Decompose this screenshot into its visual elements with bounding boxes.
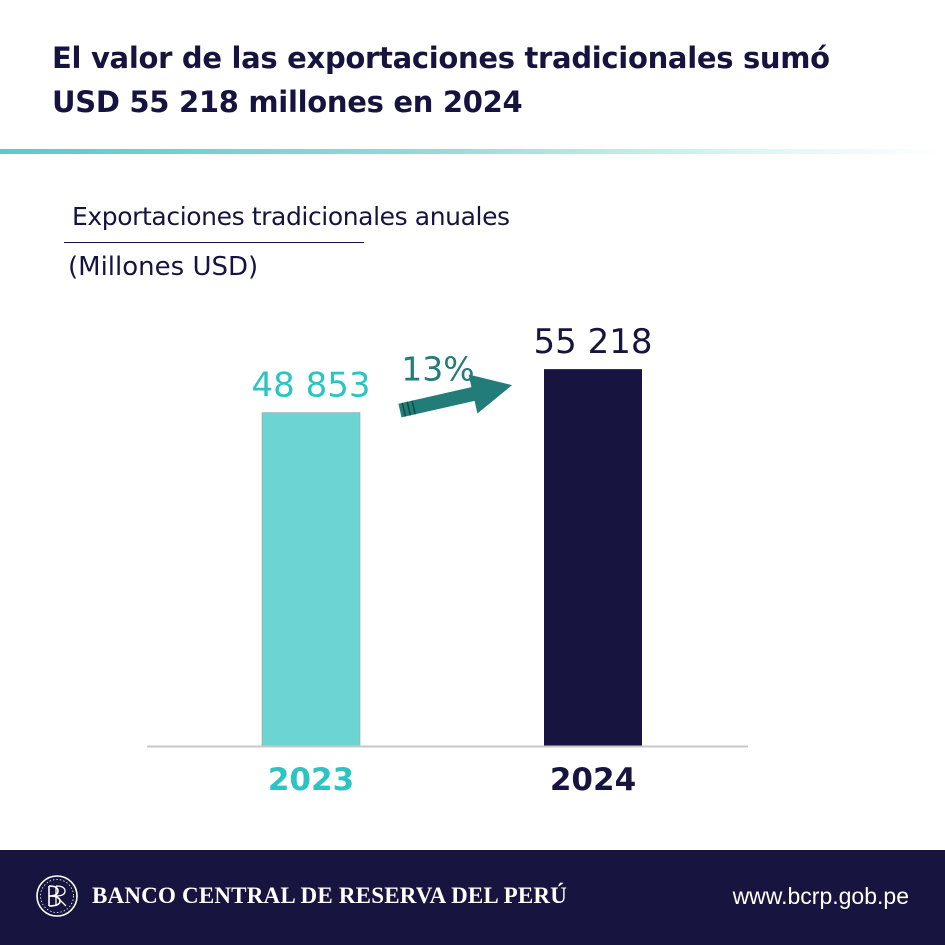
bar-chart: 48 853 2023 55 218 2024 13% [147, 322, 748, 798]
value-label-2023: 48 853 [252, 366, 371, 406]
headline-line-2: USD 55 218 millones en 2024 [52, 85, 523, 119]
growth-arrow-shape [398, 374, 512, 418]
growth-arrow-stripe [401, 402, 407, 417]
growth-arrow-stripe [411, 400, 416, 415]
value-label-2024: 55 218 [534, 322, 653, 362]
growth-arrow-stripe [406, 401, 412, 416]
headline: El valor de las exportaciones tradiciona… [52, 36, 912, 124]
bar-2023 [261, 412, 361, 747]
growth-percent-label: 13% [401, 350, 474, 389]
category-label-2023: 2023 [268, 762, 354, 798]
website-link[interactable]: www.bcrp.gob.pe [732, 883, 909, 909]
header-divider [0, 149, 945, 154]
footer-bar: BANCO CENTRAL DE RESERVA DEL PERÚ www.bc… [0, 850, 945, 945]
chart-title: Exportaciones tradicionales anuales [72, 202, 510, 231]
bcrp-monogram-icon [36, 875, 78, 917]
bar-2024 [544, 369, 642, 746]
growth-arrow-icon [398, 374, 512, 418]
category-label-2024: 2024 [550, 762, 636, 798]
chart-subtitle: (Millones USD) [68, 252, 259, 282]
headline-line-1: El valor de las exportaciones tradiciona… [52, 41, 830, 75]
bank-name: BANCO CENTRAL DE RESERVA DEL PERÚ [92, 883, 568, 908]
chart-title-underline [64, 242, 364, 243]
